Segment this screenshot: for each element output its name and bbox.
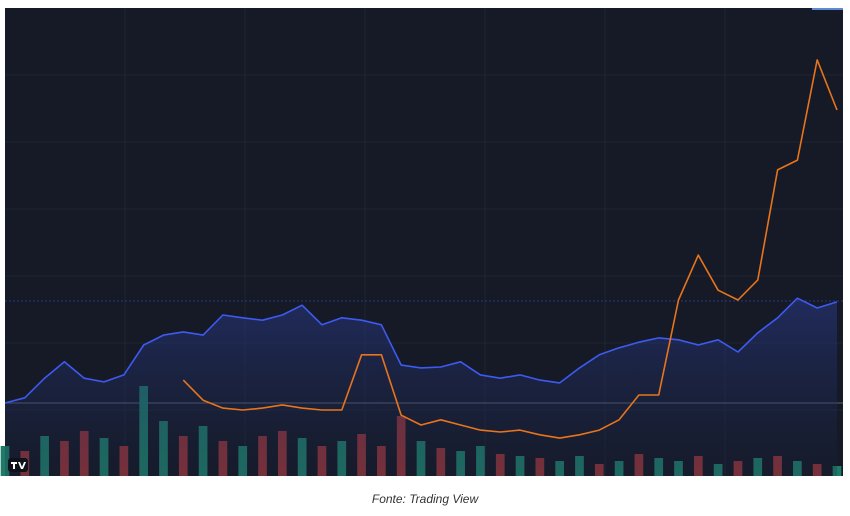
corner-marker [812, 8, 843, 10]
source-caption: Fonte: Trading View [372, 492, 480, 506]
line [182, 59, 838, 439]
area [5, 298, 837, 476]
marks [0, 59, 842, 476]
line [4, 297, 838, 404]
tv-logo [8, 458, 28, 472]
